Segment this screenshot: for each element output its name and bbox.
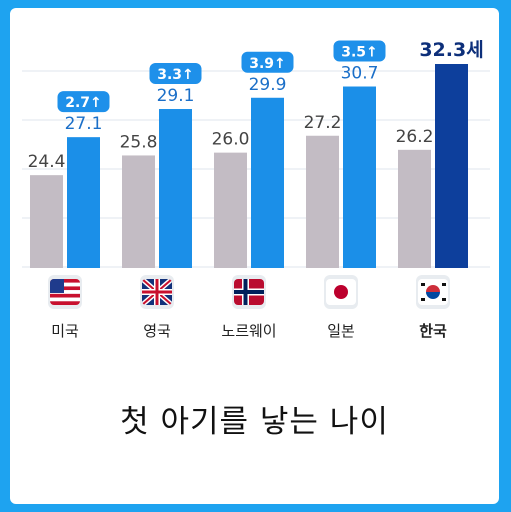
change-badge-bg [241,51,294,73]
change-badge: 2.7↑ [57,91,110,113]
data-label-past: 26.0 [212,130,250,150]
change-badge-label: 2.7↑ [65,95,102,111]
data-label-past: 25.8 [120,132,158,152]
bar-first-birth-age-recent [343,86,376,268]
norway-flag-icon [232,275,266,309]
data-label-recent: 30.7 [341,64,379,84]
bar-first-birth-age-recent [435,64,468,268]
data-label-past: 26.2 [396,127,434,147]
bar-first-birth-age-past [306,135,339,268]
change-badge: 3.3↑ [149,63,202,85]
data-label-recent: 32.3세 [419,39,483,61]
data-label-recent: 27.1 [65,114,103,134]
change-badge-label: 3.3↑ [157,67,194,83]
bar-first-birth-age-recent [67,137,100,268]
us-flag-icon [48,275,82,309]
category-label: 한국 [419,322,447,340]
category-label: 일본 [327,322,355,340]
change-badge: 3.5↑ [333,40,386,62]
chart-title: 첫 아기를 낳는 나이 [120,404,389,440]
change-badge-bg [57,91,110,113]
bar-first-birth-age-past [30,175,63,268]
bar-first-birth-age-recent [251,97,284,268]
category-label: 영국 [143,322,171,340]
change-badge-bg [149,63,202,85]
change-badge: 3.9↑ [241,51,294,73]
japan-flag-icon [324,275,358,309]
data-label-past: 24.4 [28,152,66,172]
change-badge-label: 3.5↑ [341,45,378,61]
category-label: 미국 [51,322,79,340]
korea-flag-icon [416,275,450,309]
chart-card: 24.4 27.1 2.7↑ 미국 25.8 29.1 3.3↑ 영국 26.0 29.9 3.9↑… [10,8,499,504]
data-label-past: 27.2 [304,113,342,133]
bar-first-birth-age-recent [159,109,192,268]
uk-flag-icon [140,275,174,309]
data-label-recent: 29.1 [157,86,195,106]
bar-chart: 24.4 27.1 2.7↑ 미국 25.8 29.1 3.3↑ 영국 26.0 29.9 3.9↑… [22,39,490,340]
bar-first-birth-age-past [122,155,155,268]
data-label-recent: 29.9 [249,75,287,95]
change-badge-label: 3.9↑ [249,56,286,72]
bar-first-birth-age-past [398,149,431,268]
category-label: 노르웨이 [221,322,276,340]
change-badge-bg [333,40,386,62]
bar-first-birth-age-past [214,152,247,268]
